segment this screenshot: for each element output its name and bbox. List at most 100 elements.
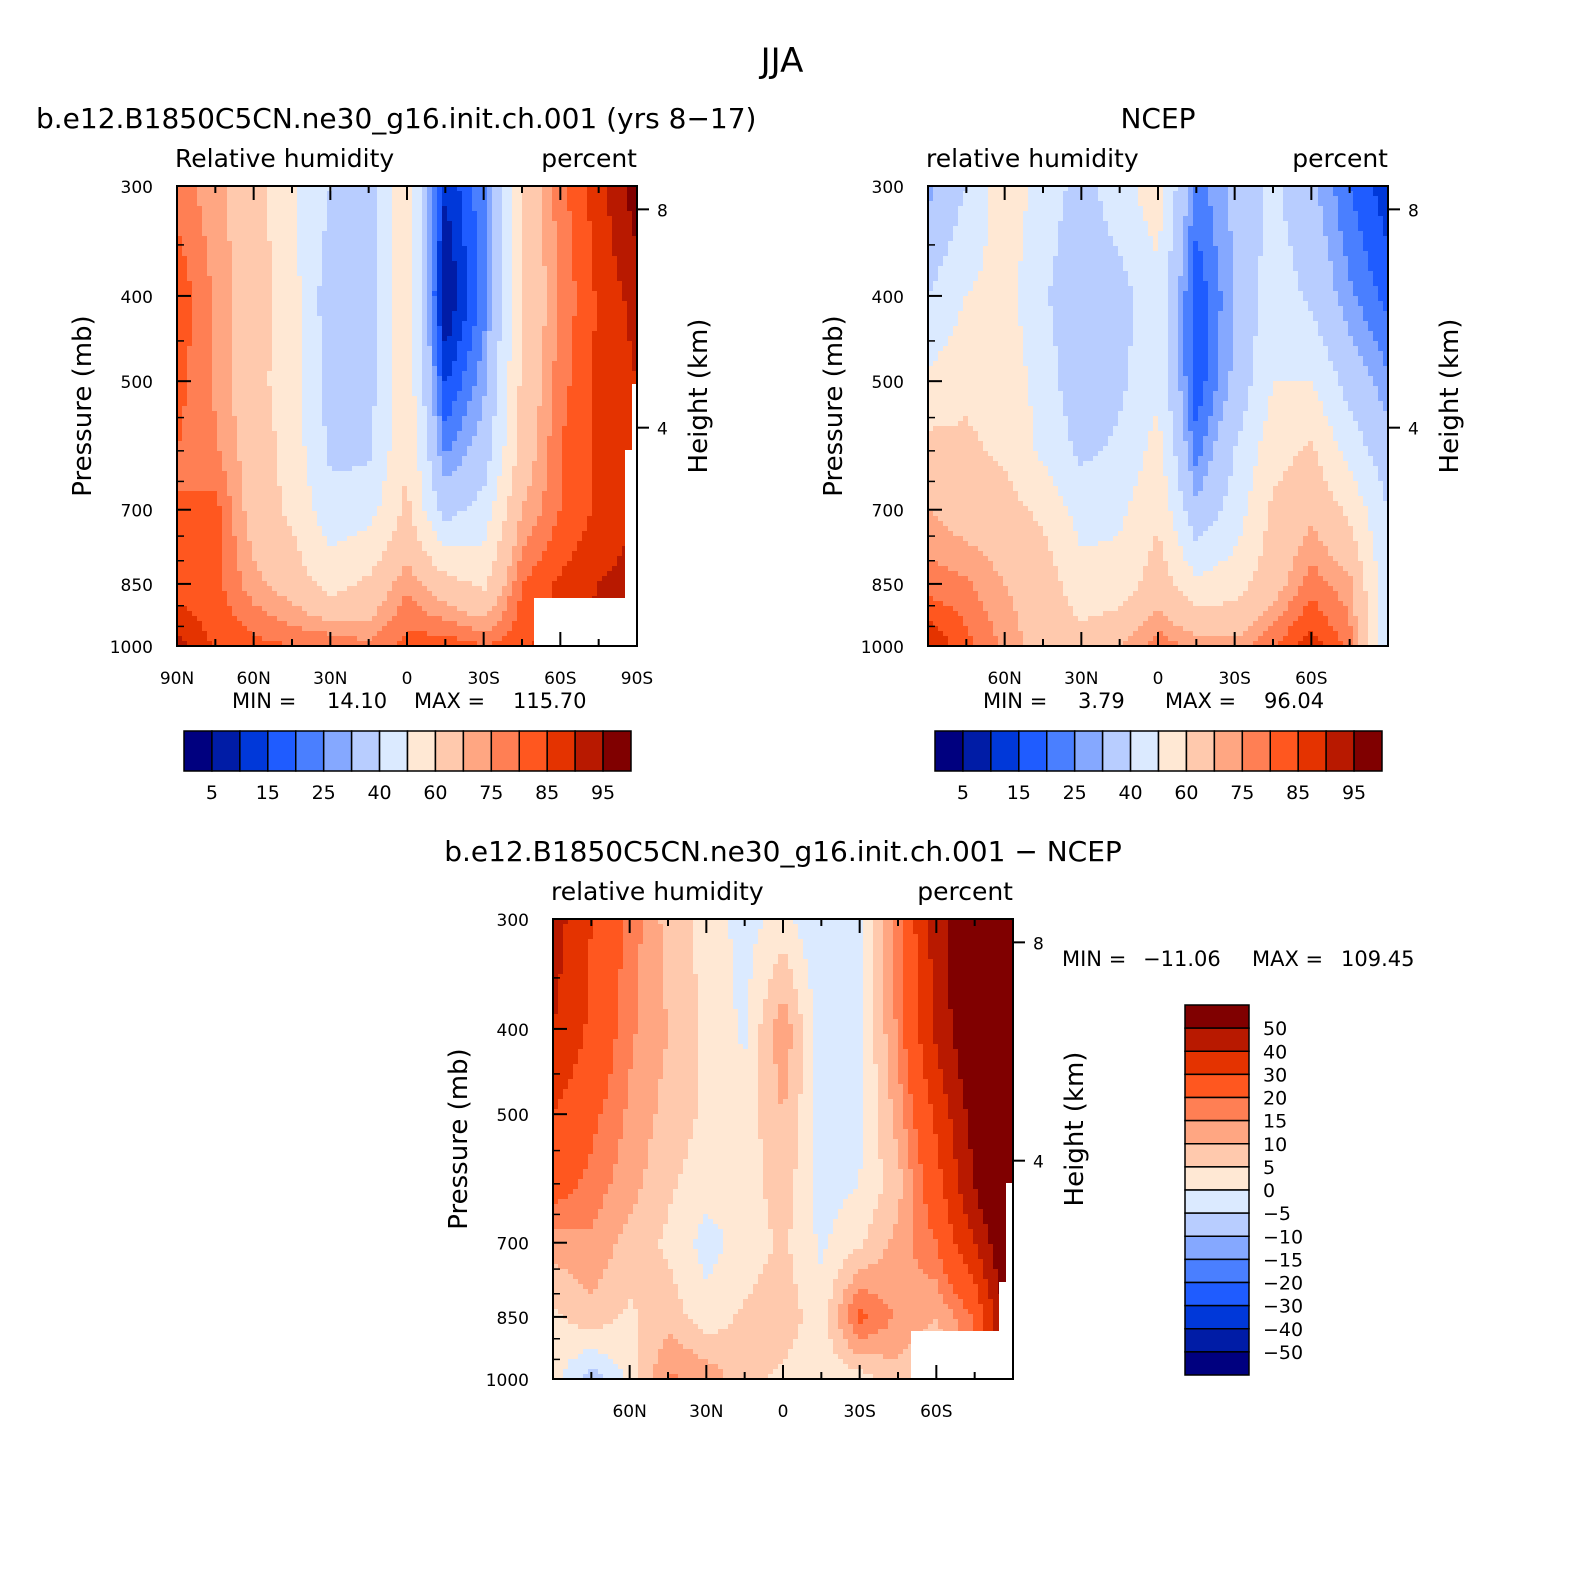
contour-cell xyxy=(327,356,333,362)
contour-cell xyxy=(577,431,583,437)
contour-cell xyxy=(537,336,543,342)
contour-cell xyxy=(387,396,393,402)
contour-cell xyxy=(617,451,623,457)
contour-cell xyxy=(537,321,543,327)
contour-cell xyxy=(272,201,278,207)
contour-cell xyxy=(427,251,433,257)
contour-cell xyxy=(467,376,473,382)
contour-cell xyxy=(512,371,518,377)
contour-cell xyxy=(322,406,328,412)
contour-cell xyxy=(422,376,428,382)
contour-cell xyxy=(597,351,603,357)
contour-cell xyxy=(372,301,378,307)
contour-cell xyxy=(457,196,463,202)
contour-cell xyxy=(502,286,508,292)
contour-cell xyxy=(402,426,408,432)
contour-cell xyxy=(282,201,288,207)
contour-cell xyxy=(527,446,533,452)
contour-cell xyxy=(257,256,263,262)
contour-cell xyxy=(452,256,458,262)
contour-cell xyxy=(342,261,348,267)
contour-cell xyxy=(327,351,333,357)
contour-cell xyxy=(307,371,313,377)
contour-cell xyxy=(307,241,313,247)
contour-cell xyxy=(302,216,308,222)
contour-cell xyxy=(392,451,398,457)
contour-cell xyxy=(477,291,483,297)
contour-cell xyxy=(602,296,608,302)
contour-cell xyxy=(462,301,468,307)
contour-cell xyxy=(257,236,263,242)
contour-cell xyxy=(612,356,618,362)
contour-cell xyxy=(327,296,333,302)
contour-cell xyxy=(397,286,403,292)
contour-cell xyxy=(437,316,443,322)
contour-cell xyxy=(552,386,558,392)
contour-cell xyxy=(467,306,473,312)
contour-cell xyxy=(472,451,478,457)
contour-cell xyxy=(397,396,403,402)
contour-cell xyxy=(252,336,258,342)
contour-cell xyxy=(442,401,448,407)
contour-cell xyxy=(527,296,533,302)
contour-cell xyxy=(187,331,193,337)
contour-cell xyxy=(567,376,573,382)
contour-cell xyxy=(247,261,253,267)
contour-cell xyxy=(607,371,613,377)
contour-cell xyxy=(312,271,318,277)
contour-cell xyxy=(622,256,628,262)
contour-cell xyxy=(482,351,488,357)
contour-cell xyxy=(237,211,243,217)
contour-cell xyxy=(407,251,413,257)
contour-cell xyxy=(272,301,278,307)
contour-cell xyxy=(627,436,633,442)
contour-cell xyxy=(282,341,288,347)
contour-cell xyxy=(567,391,573,397)
contour-cell xyxy=(572,306,578,312)
contour-cell xyxy=(362,281,368,287)
contour-cell xyxy=(557,306,563,312)
contour-cell xyxy=(512,196,518,202)
contour-cell xyxy=(327,276,333,282)
contour-cell xyxy=(482,241,488,247)
contour-cell xyxy=(597,431,603,437)
contour-cell xyxy=(302,416,308,422)
contour-cell xyxy=(567,281,573,287)
contour-cell xyxy=(542,421,548,427)
contour-cell xyxy=(262,421,268,427)
contour-cell xyxy=(267,401,273,407)
contour-cell xyxy=(197,396,203,402)
contour-cell xyxy=(537,236,543,242)
contour-cell xyxy=(272,236,278,242)
contour-cell xyxy=(372,326,378,332)
contour-cell xyxy=(497,376,503,382)
contour-cell xyxy=(277,316,283,322)
contour-cell xyxy=(277,191,283,197)
contour-cell xyxy=(522,401,528,407)
contour-cell xyxy=(392,311,398,317)
contour-cell xyxy=(442,356,448,362)
contour-cell xyxy=(217,261,223,267)
contour-cell xyxy=(502,326,508,332)
contour-cell xyxy=(397,381,403,387)
contour-cell xyxy=(182,316,188,322)
contour-cell xyxy=(547,231,553,237)
contour-cell xyxy=(522,356,528,362)
contour-cell xyxy=(472,401,478,407)
contour-cell xyxy=(412,231,418,237)
contour-cell xyxy=(527,431,533,437)
contour-cell xyxy=(287,241,293,247)
contour-cell xyxy=(372,451,378,457)
contour-cell xyxy=(327,206,333,212)
contour-cell xyxy=(307,226,313,232)
contour-cell xyxy=(552,196,558,202)
contour-cell xyxy=(462,241,468,247)
contour-cell xyxy=(182,396,188,402)
contour-cell xyxy=(497,446,503,452)
contour-cell xyxy=(367,311,373,317)
contour-cell xyxy=(222,436,228,442)
contour-cell xyxy=(577,396,583,402)
contour-cell xyxy=(602,266,608,272)
contour-cell xyxy=(262,246,268,252)
contour-cell xyxy=(257,366,263,372)
